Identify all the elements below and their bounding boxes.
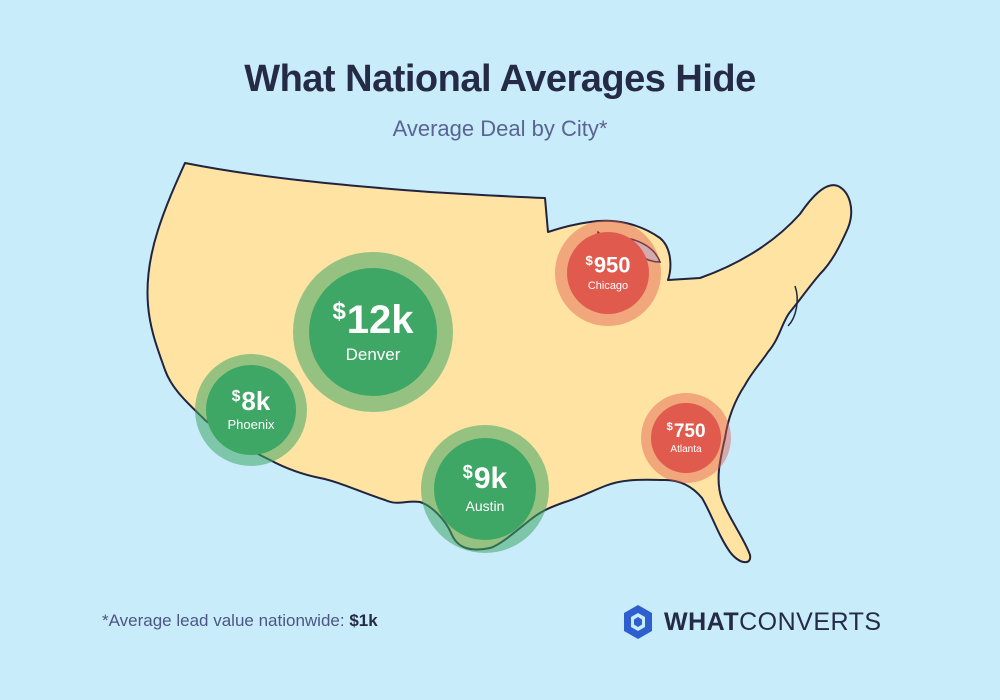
city-value-atlanta: 750 — [673, 420, 706, 442]
currency-symbol: $ — [585, 253, 593, 269]
hexagon-logo-icon — [624, 605, 652, 639]
footnote-value: $1k — [349, 611, 378, 630]
currency-symbol: $ — [462, 462, 473, 483]
brand-wordmark: WHATCONVERTS — [664, 607, 882, 636]
city-name-denver: Denver — [345, 344, 401, 364]
city-marker-chicago[interactable]: $950 Chicago — [555, 220, 661, 326]
city-marker-austin[interactable]: $9k Austin — [421, 425, 549, 553]
city-marker-atlanta[interactable]: $750 Atlanta — [641, 393, 731, 483]
city-marker-phoenix[interactable]: $8k Phoenix — [195, 354, 307, 466]
city-marker-denver[interactable]: $12k Denver — [293, 252, 453, 412]
city-name-chicago: Chicago — [587, 279, 629, 292]
brand-logo[interactable]: WHATCONVERTS — [622, 604, 882, 640]
currency-symbol: $ — [332, 298, 346, 326]
city-value-austin: 9k — [473, 462, 508, 496]
city-value-denver: 12k — [346, 297, 414, 342]
page-subtitle: Average Deal by City* — [392, 116, 608, 141]
city-value-phoenix: 8k — [241, 385, 271, 416]
city-name-austin: Austin — [465, 498, 505, 515]
page-title: What National Averages Hide — [244, 58, 756, 100]
currency-symbol: $ — [666, 421, 673, 434]
city-name-atlanta: Atlanta — [670, 443, 702, 455]
currency-symbol: $ — [231, 388, 241, 406]
chesapeake-shape — [787, 285, 798, 327]
city-name-phoenix: Phoenix — [227, 416, 275, 432]
city-value-chicago: 950 — [593, 252, 631, 278]
footnote-text: *Average lead value nationwide: — [102, 611, 350, 630]
footnote: *Average lead value nationwide: $1k — [102, 611, 378, 631]
